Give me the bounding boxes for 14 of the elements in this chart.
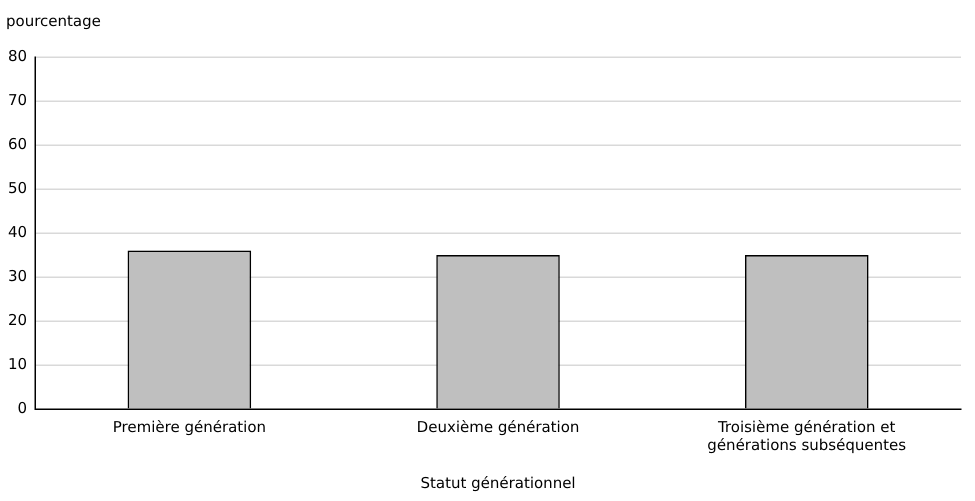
x-tick-label: Deuxième génération [416, 418, 580, 436]
y-axis-title: pourcentage [6, 12, 101, 30]
y-tick-label: 20 [8, 310, 28, 329]
y-tick-label: 10 [8, 354, 28, 373]
x-tick-label: Troisième génération et générations subséquentes [707, 418, 906, 454]
y-tick-label: 0 [18, 398, 28, 417]
y-tick-label: 50 [8, 178, 28, 197]
x-axis-title: Statut générationnel [420, 474, 576, 492]
y-tick-label: 80 [8, 46, 28, 65]
y-tick-label: 40 [8, 222, 28, 241]
y-tick-label: 60 [8, 134, 28, 153]
y-tick-label: 70 [8, 90, 28, 109]
x-tick-label: Première génération [112, 418, 266, 436]
y-tick-label: 30 [8, 266, 28, 285]
